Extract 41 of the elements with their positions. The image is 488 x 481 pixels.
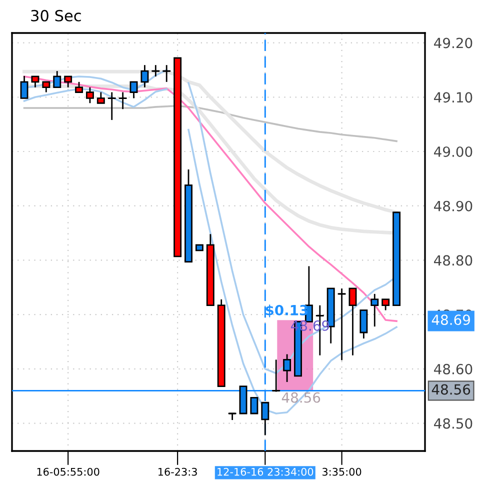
y-tick-label: 48.80: [434, 255, 472, 266]
candlestick: [64, 76, 72, 88]
line-series: [22, 70, 398, 214]
candlestick: [370, 293, 379, 328]
y-tick-label: 49.00: [434, 146, 472, 157]
candlestick: [261, 402, 270, 436]
candlestick: [96, 92, 105, 104]
text: 48.56: [432, 384, 470, 395]
y-tick-label: 48.60: [434, 364, 472, 374]
candlestick: [86, 86, 94, 104]
x-tick-label: 12-16-16 23:34:00: [218, 468, 314, 476]
candlestick: [152, 64, 160, 78]
candlestick: [118, 92, 127, 110]
chart-title: 30 Sec: [31, 10, 81, 22]
candlestick: [53, 70, 62, 88]
candlestick: [360, 310, 368, 340]
y-tick-label: 49.10: [434, 92, 472, 103]
candlestick: [75, 81, 83, 93]
x-tick-label: 16-23:3: [158, 468, 197, 476]
annotation: 48.69: [290, 320, 330, 331]
x-tick-label: 16-05:55:00: [37, 468, 100, 476]
candlestick: [108, 92, 116, 121]
candlestick: [338, 288, 346, 361]
x-tick-label: 3:35:00: [322, 468, 362, 476]
candlestick: [250, 397, 258, 414]
y-tick-label: 48.90: [434, 200, 472, 212]
candlestick: [20, 75, 28, 99]
text: 48.69: [432, 314, 470, 326]
candlestick: [140, 64, 149, 88]
candlestick: [162, 64, 171, 83]
candlestick: [272, 358, 280, 392]
candlestick: [130, 81, 138, 99]
line-series: [23, 76, 398, 322]
candlestick: [42, 81, 50, 93]
candlestick: [382, 298, 390, 311]
candlestick: [228, 412, 236, 421]
y-tick-label: 49.20: [434, 38, 472, 48]
candlestick: [348, 288, 357, 356]
y-tick-label: 48.50: [434, 418, 472, 429]
candlestick: [31, 76, 40, 88]
candlestick: [283, 354, 292, 383]
